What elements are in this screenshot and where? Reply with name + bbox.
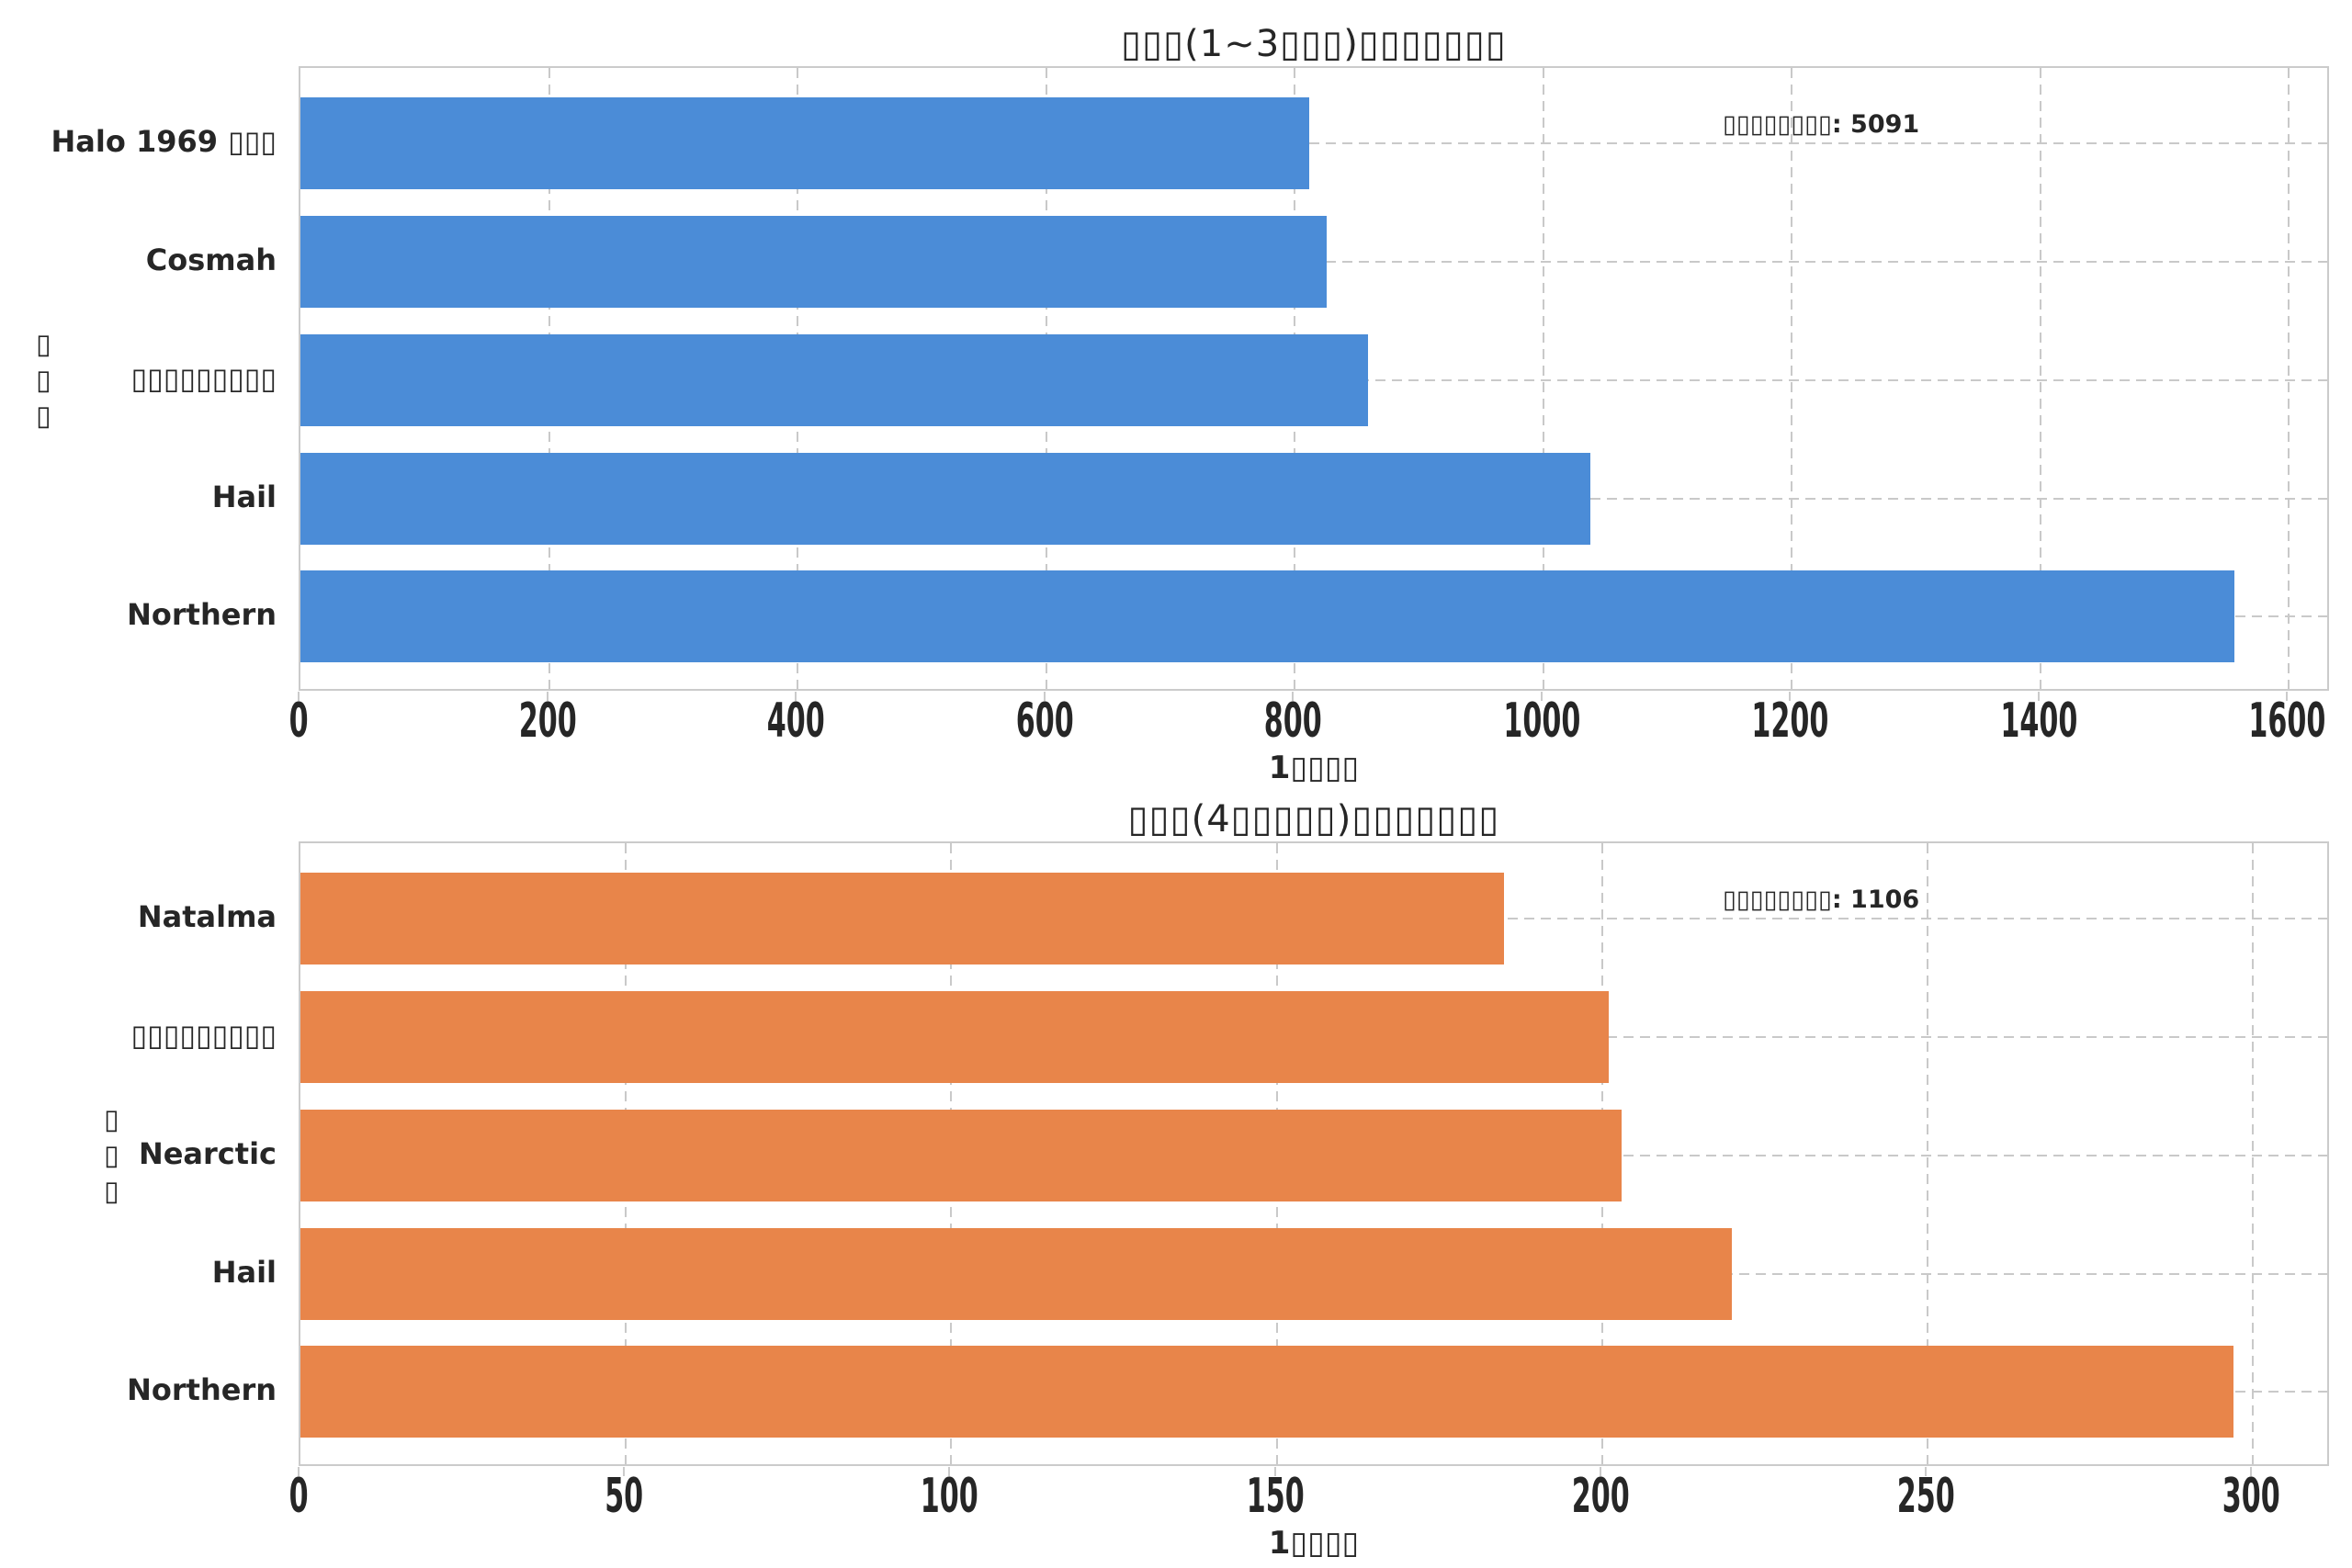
bar [300, 1346, 2233, 1438]
x-tick-value: 300 [2222, 1469, 2280, 1524]
chart-title: ▯▯▯(1~3▯▯▯)▯▯▯▯▯▯▯ [1121, 23, 1507, 65]
x-tick-label: 1000 [1473, 694, 1611, 749]
x-axis-label: 1▯▯▯▯ [1268, 1525, 1360, 1562]
x-tick-mark [1292, 692, 1294, 701]
x-tick-value: 150 [1246, 1469, 1305, 1524]
gridline-vertical [1791, 68, 1792, 689]
x-tick-label: 150 [1206, 1469, 1344, 1524]
y-tick-label: Halo 1969 ▯▯▯ [51, 124, 277, 159]
x-tick-mark [1925, 1467, 1927, 1476]
bar [300, 991, 1609, 1083]
x-tick-value: 0 [288, 1469, 309, 1524]
bar-layer [300, 843, 2327, 1464]
y-tick-label: Hail [211, 1255, 277, 1290]
x-tick-label: 250 [1857, 1469, 1995, 1524]
x-tick-value: 400 [766, 694, 825, 749]
x-tick-mark [795, 692, 797, 701]
total-annotation: ▯▯▯▯▯▯▯▯: 1106 [1723, 886, 1920, 914]
x-tick-mark [1600, 1467, 1601, 1476]
x-tick-mark [298, 1467, 300, 1476]
bar-layer [300, 68, 2327, 689]
y-tick-label: Cosmah [145, 243, 277, 277]
x-tick-mark [948, 1467, 950, 1476]
x-tick-label: 100 [880, 1469, 1018, 1524]
x-tick-label: 600 [976, 694, 1114, 749]
gridline-vertical [1543, 68, 1544, 689]
y-tick-label: Nearctic [138, 1136, 277, 1171]
x-tick-mark [1044, 692, 1046, 701]
x-tick-mark [623, 1467, 625, 1476]
y-tick-label: Northern [127, 1372, 277, 1407]
bar [300, 873, 1504, 964]
gridline-vertical [2252, 843, 2254, 1464]
x-tick-value: 600 [1015, 694, 1074, 749]
plot-area: ▯▯▯▯▯▯▯▯: 1106 [299, 841, 2329, 1466]
x-tick-mark [1789, 692, 1791, 701]
x-tick-value: 200 [518, 694, 577, 749]
x-tick-value: 1600 [2248, 694, 2325, 749]
x-tick-value: 1200 [1751, 694, 1828, 749]
x-tick-label: 200 [479, 694, 616, 749]
x-tick-label: 1200 [1721, 694, 1859, 749]
bar [300, 216, 1327, 308]
gridline-vertical [1927, 843, 1928, 1464]
y-tick-label: ▯▯▯▯▯▯▯▯▯ [130, 361, 277, 396]
x-tick-value: 50 [605, 1469, 643, 1524]
gridline-vertical [2288, 68, 2290, 689]
x-tick-label: 50 [555, 1469, 693, 1524]
x-tick-label: 0 [230, 1469, 368, 1524]
x-tick-mark [2038, 692, 2040, 701]
x-tick-mark [1541, 692, 1543, 701]
x-tick-label: 800 [1224, 694, 1362, 749]
plot-area: ▯▯▯▯▯▯▯▯: 5091 [299, 66, 2329, 691]
x-tick-value: 250 [1896, 1469, 1955, 1524]
x-tick-value: 100 [920, 1469, 978, 1524]
gridline-vertical [2040, 68, 2041, 689]
x-tick-label: 0 [230, 694, 368, 749]
x-tick-mark [2286, 692, 2288, 701]
bar [300, 570, 2234, 662]
gridline-horizontal [300, 142, 2327, 144]
x-tick-value: 1000 [1503, 694, 1580, 749]
x-tick-label: 1400 [1970, 694, 2108, 749]
y-tick-label: Northern [127, 597, 277, 632]
y-tick-label: ▯▯▯▯▯▯▯▯▯ [130, 1018, 277, 1053]
chart-title: ▯▯▯(4▯▯▯▯▯)▯▯▯▯▯▯▯ [1127, 798, 1500, 840]
x-tick-mark [2250, 1467, 2252, 1476]
x-tick-mark [298, 692, 300, 701]
bar [300, 453, 1590, 545]
y-tick-label: Hail [211, 479, 277, 514]
bar [300, 97, 1309, 189]
x-tick-value: 800 [1263, 694, 1322, 749]
x-tick-mark [547, 692, 548, 701]
x-tick-label: 1600 [2218, 694, 2352, 749]
total-annotation: ▯▯▯▯▯▯▯▯: 5091 [1723, 110, 1920, 139]
bar [300, 334, 1368, 426]
x-tick-label: 300 [2182, 1469, 2320, 1524]
x-tick-value: 200 [1571, 1469, 1630, 1524]
x-axis-label: 1▯▯▯▯ [1268, 750, 1360, 786]
bar [300, 1110, 1622, 1201]
y-tick-label: Natalma [137, 899, 277, 934]
x-tick-label: 200 [1532, 1469, 1669, 1524]
x-tick-value: 1400 [2000, 694, 2077, 749]
x-tick-value: 0 [288, 694, 309, 749]
bar [300, 1228, 1732, 1320]
x-tick-label: 400 [727, 694, 865, 749]
x-tick-mark [1274, 1467, 1276, 1476]
